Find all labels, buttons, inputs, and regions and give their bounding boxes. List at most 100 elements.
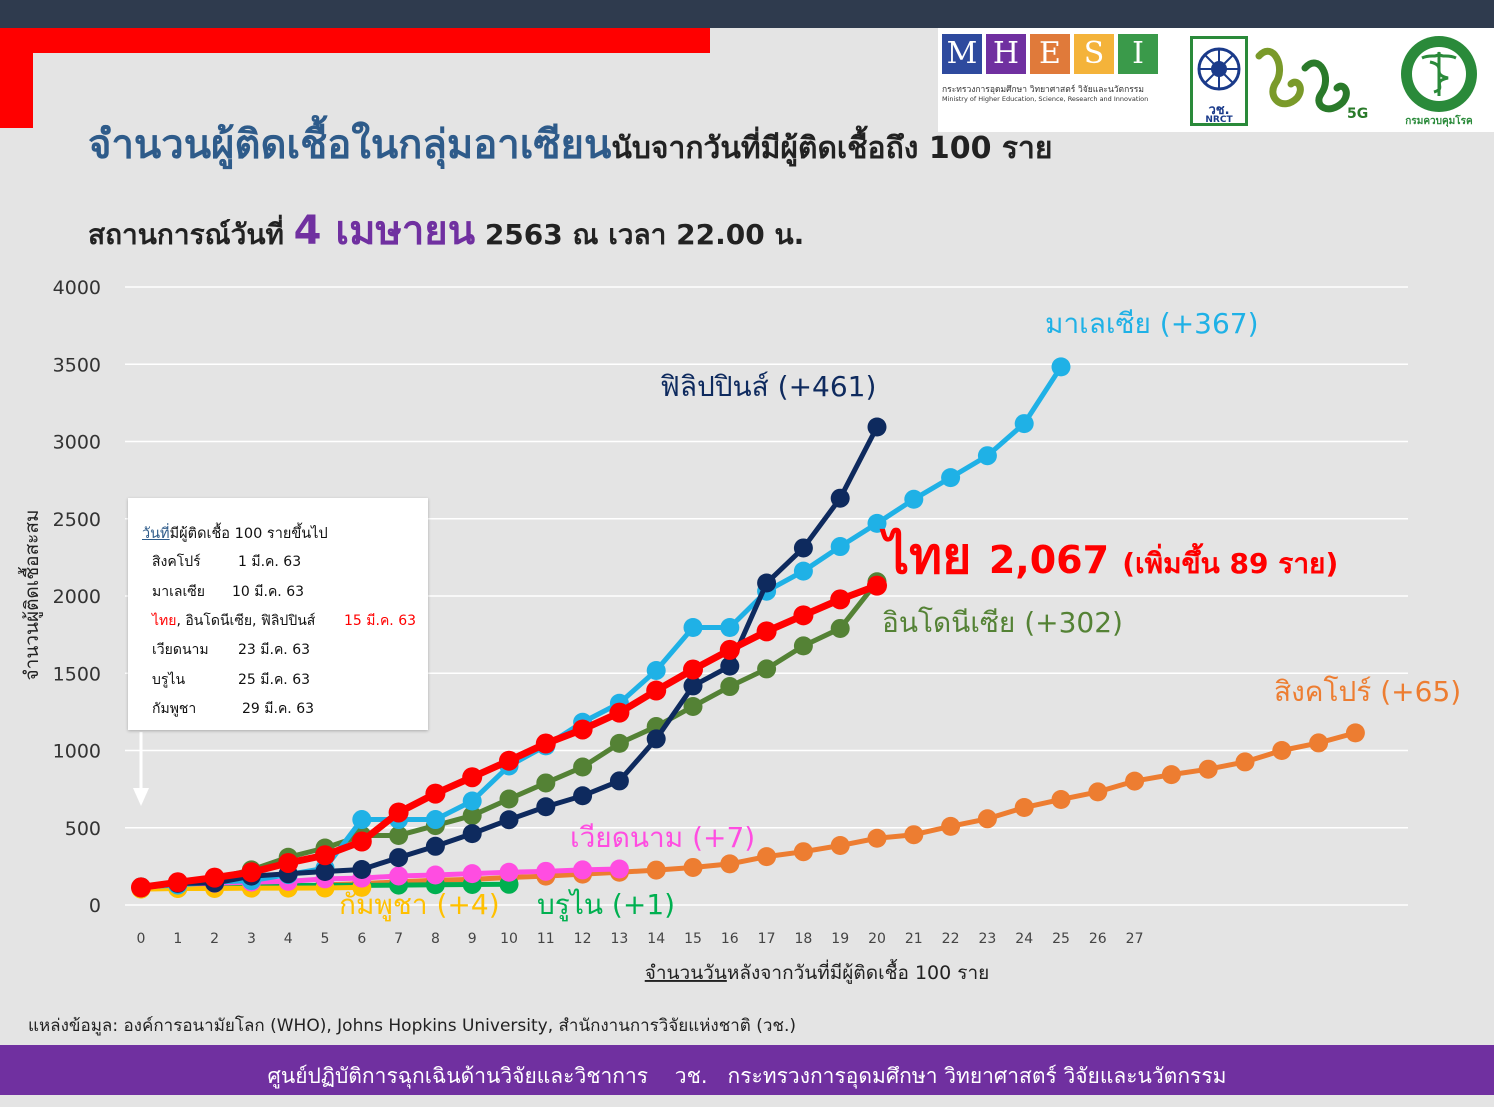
x-tick-label: 18 [794, 931, 812, 947]
data-point [646, 729, 666, 749]
legend-header: วันที่มีผู้ติดเชื้อ 100 รายขึ้นไป [142, 522, 328, 545]
data-point [867, 575, 887, 596]
x-tick-label: 10 [500, 931, 518, 947]
x-tick-label: 17 [758, 931, 776, 947]
y-tick-label: 3500 [53, 354, 101, 376]
series-label: ฟิลิปปินส์ (+461) [660, 370, 876, 403]
legend-country-red: ไทย [152, 613, 177, 629]
data-point [1272, 741, 1292, 760]
nrct-logo: วช. NRCT [1190, 36, 1248, 126]
legend-country: สิงคโปร์ [152, 554, 201, 570]
chart-series [131, 357, 1365, 899]
thai-delta: (เพิ่มขึ้น 89 ราย) [1122, 542, 1338, 580]
x-axis-label: จำนวนวันหลังจากวันที่มีผู้ติดเชื้อ 100 ร… [645, 959, 990, 984]
series-label: สิงคโปร์ (+65) [1274, 675, 1461, 708]
x-tick-label: 15 [684, 931, 702, 947]
data-point [941, 468, 961, 488]
x-tick-label: 7 [394, 931, 403, 947]
data-point [1345, 723, 1365, 743]
x-tick-label: 1 [173, 931, 182, 947]
y-tick-label: 3000 [53, 432, 101, 454]
data-point [573, 757, 593, 777]
subtitle-post: 2563 ณ เวลา 22.00 น. [484, 218, 805, 251]
data-point [793, 842, 813, 862]
data-point [756, 621, 777, 642]
data-point [867, 828, 887, 848]
x-tick-label: 9 [468, 931, 477, 947]
page-title: จำนวนผู้ติดเชื้อในกลุ่มอาเซียนนับจากวันท… [88, 112, 1052, 176]
mhesi-thai-name: กระทรวงการอุดมศึกษา วิทยาศาสตร์ วิจัยและ… [942, 85, 1144, 95]
x-tick-label: 14 [647, 931, 665, 947]
nrct-english: NRCT [1205, 115, 1233, 125]
data-point [720, 854, 740, 874]
data-point [167, 872, 188, 893]
thai-name: ไทย [879, 527, 989, 585]
data-point [462, 806, 482, 826]
data-point [1125, 771, 1145, 791]
mhesi-letter-i: I [1118, 34, 1158, 74]
data-point [793, 605, 814, 626]
fiveg-text: 5G [1347, 106, 1368, 122]
data-point [793, 538, 813, 558]
data-point [609, 859, 629, 879]
subtitle-date: 4 เมษายน [293, 208, 476, 254]
mhesi-english-name: Ministry of Higher Education, Science, R… [942, 95, 1149, 103]
subtitle-pre: สถานการณ์วันที่ [88, 218, 284, 251]
x-axis-ticks: 0 1 2 3 4 5 6 7 8 9 10 11 12 13 14 15 16 17 18 19 20 21 22 23 24… [137, 931, 1144, 947]
data-point [646, 680, 667, 701]
legend-date: 25 มี.ค. 63 [238, 672, 311, 688]
data-point [609, 702, 630, 723]
x-tick-label: 20 [868, 931, 886, 947]
x-tick-label: 13 [610, 931, 628, 947]
data-point [462, 824, 482, 844]
y-tick-label: 2500 [53, 509, 101, 531]
legend-date: 29 มี.ค. 63 [242, 701, 315, 717]
x-tick-label: 12 [574, 931, 592, 947]
legend-country: บรูไน [152, 672, 186, 688]
legend-date: 10 มี.ค. 63 [232, 584, 305, 600]
legend-country: เวียดนาม [152, 642, 209, 658]
data-point [278, 852, 299, 873]
data-point [573, 860, 593, 880]
x-tick-label: 3 [247, 931, 256, 947]
data-point [315, 845, 335, 866]
data-point [1014, 798, 1034, 818]
x-tick-label: 4 [284, 931, 293, 947]
data-point [720, 656, 740, 676]
legend-country: , อินโดนีเซีย, ฟิลิปปินส์ [176, 613, 316, 629]
data-point [683, 618, 703, 638]
x-tick-label: 24 [1015, 931, 1033, 947]
data-point [683, 676, 703, 696]
data-point [1014, 414, 1034, 434]
data-point [757, 573, 777, 593]
data-point [389, 848, 409, 868]
data-point [462, 791, 482, 811]
data-point [572, 719, 593, 740]
x-tick-label: 25 [1052, 931, 1070, 947]
data-point [352, 810, 372, 830]
logo-5g: 5G [1255, 47, 1368, 122]
legend-date: 1 มี.ค. 63 [238, 554, 302, 570]
data-point [977, 809, 997, 829]
data-point [830, 589, 851, 610]
start-date-legend: วันที่มีผู้ติดเชื้อ 100 รายขึ้นไป สิงคโป… [128, 498, 428, 730]
data-point [683, 857, 703, 877]
x-axis-label-underlined: จำนวนวัน [645, 962, 727, 984]
data-point [830, 836, 850, 856]
data-point [499, 789, 519, 809]
x-tick-label: 22 [942, 931, 960, 947]
data-point [1235, 752, 1255, 772]
series-label: กัมพูชา (+4) [339, 888, 500, 922]
title-main: จำนวนผู้ติดเชื้อในกลุ่มอาเซียน [88, 122, 612, 168]
data-point [241, 862, 262, 883]
data-point [793, 561, 813, 581]
y-tick-label: 2000 [53, 586, 101, 608]
legend-row-brunei: บรูไน 25 มี.ค. 63 [152, 669, 310, 691]
legend-country: มาเลเซีย [152, 584, 205, 600]
down-arrow-icon [133, 732, 149, 806]
legend-row-vietnam: เวียดนาม 23 มี.ค. 63 [152, 639, 310, 661]
legend-row-cambodia: กัมพูชา 29 มี.ค. 63 [152, 698, 314, 720]
data-point [536, 861, 556, 881]
